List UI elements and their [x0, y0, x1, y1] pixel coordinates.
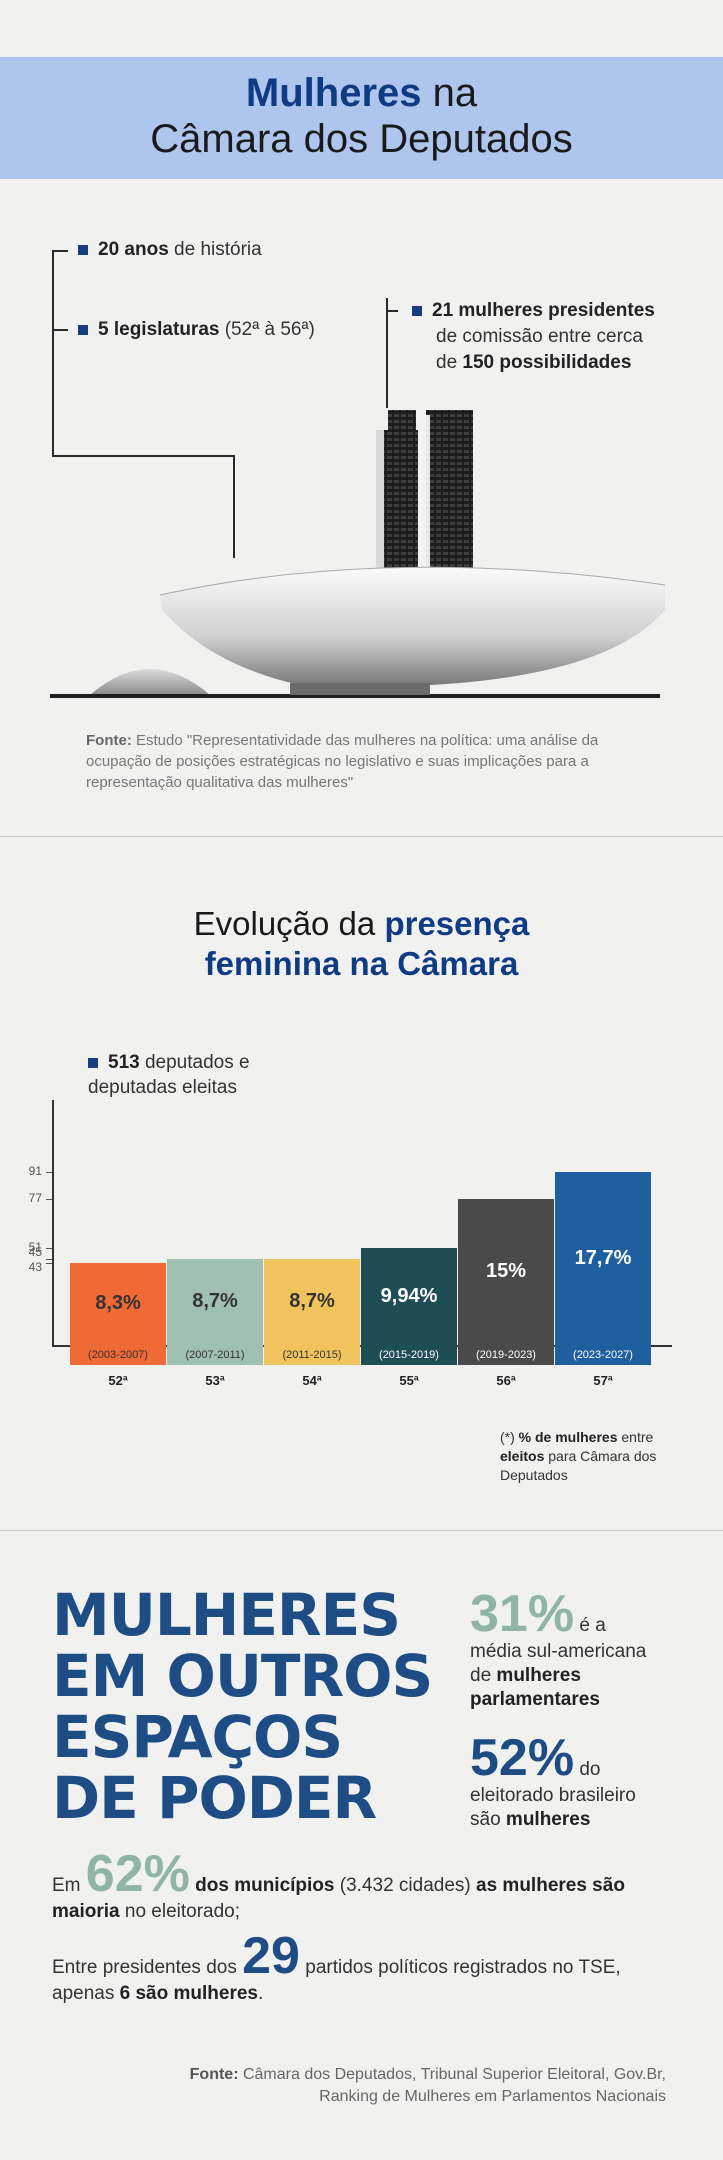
- bar-period-label: (2023-2027): [573, 1349, 633, 1361]
- bracket-line-vertical: [52, 250, 54, 457]
- bar-period-label: (2019-2023): [476, 1348, 536, 1361]
- bar-period-label: (2011-2015): [282, 1348, 342, 1361]
- bracket-line-down: [233, 455, 235, 558]
- stat-parties: Entre presidentes dos 29 partidos políti…: [52, 1927, 621, 2004]
- history-item-legislatures: 5 legislaturas (52ª à 56ª): [78, 317, 378, 343]
- bar: 8,7% (2011-2015): [264, 1259, 360, 1365]
- y-tick-label: 45: [28, 1245, 42, 1260]
- bar-data-label: 8,7%: [289, 1290, 335, 1313]
- bullet-icon: [78, 324, 88, 335]
- y-tick-mark: [46, 1198, 52, 1200]
- bar-period-label: (2003-2007): [88, 1348, 148, 1361]
- bar: 8,3% (2003-2007): [70, 1263, 166, 1365]
- x-category-label: 54ª: [302, 1373, 322, 1388]
- section-divider: [0, 1530, 723, 1531]
- x-category-label: 53ª: [205, 1373, 225, 1388]
- chart-title: Evolução da presença feminina na Câmara: [193, 905, 530, 982]
- ground-line: [50, 694, 660, 698]
- x-category-label: 52ª: [108, 1373, 128, 1388]
- y-tick-label: 77: [28, 1190, 42, 1205]
- y-tick-mark: [46, 1259, 52, 1261]
- y-tick-mark: [46, 1172, 52, 1173]
- y-tick-label: 43: [28, 1260, 42, 1275]
- bar-data-label: 9,94%: [380, 1284, 438, 1307]
- bar: 17,7% (2023-2027): [555, 1172, 651, 1365]
- bracket-line-mid: [52, 329, 68, 331]
- section-divider: [0, 836, 723, 837]
- bullet-icon: [412, 305, 422, 316]
- tower-connector: [416, 410, 426, 580]
- y-tick-mark: [46, 1248, 52, 1250]
- bar-data-label: 15%: [485, 1259, 527, 1282]
- bullet-icon: [88, 1057, 98, 1068]
- deputies-count-note: 513 deputados e deputadas eleitas: [88, 1052, 250, 1098]
- pointer-line-vertical: [386, 298, 388, 408]
- bar: 8,7% (2007-2011): [167, 1259, 263, 1365]
- y-tick-mark: [46, 1263, 52, 1265]
- bar: 9,94% (2015-2019): [361, 1248, 457, 1365]
- source-note-institutions: Fonte: Câmara dos Deputados, Tribunal Su…: [189, 2066, 666, 2105]
- bar-period-label: (2007-2011): [185, 1348, 245, 1361]
- dome-structure: [90, 669, 210, 695]
- source-note-study: Fonte: Estudo "Representatividade das mu…: [86, 732, 599, 791]
- bar-period-label: (2015-2019): [379, 1348, 439, 1361]
- x-category-label: 57ª: [593, 1373, 613, 1388]
- x-category-label: 56ª: [496, 1373, 516, 1388]
- bar-data-label: 17,7%: [574, 1246, 632, 1269]
- bar-data-label: 8,7%: [192, 1290, 238, 1313]
- chart-footnote: (*) % de mulheres entre eleitos para Câm…: [500, 1429, 657, 1483]
- section3-title: MULHERES EM OUTROS ESPAÇOS DE PODER: [52, 1581, 433, 1832]
- bar-chart: 91 77 51 45 43 8,3% (2003-2007) 52ª 8,7% (2007-20…: [28, 1100, 672, 1388]
- bullet-icon: [78, 244, 88, 255]
- history-item-years: 20 anos de história: [78, 237, 378, 263]
- pointer-line-horizontal: [386, 310, 398, 312]
- y-axis: [52, 1100, 54, 1345]
- stat-electorate: 52% do eleitorado brasileiro são mulhere…: [470, 1729, 636, 1830]
- history-item-presidents: 21 mulheres presidentes de comissão entr…: [412, 298, 702, 376]
- y-tick-label: 91: [28, 1164, 42, 1178]
- x-category-label: 55ª: [399, 1373, 419, 1388]
- stat-municipalities: Em 62% dos municípios (3.432 cidades) as…: [52, 1845, 625, 1922]
- bar-data-label: 8,3%: [95, 1292, 141, 1315]
- congress-building-illustration: [50, 410, 666, 698]
- page-title: Mulheres na Câmara dos Deputados: [150, 71, 573, 161]
- header-banner: [0, 57, 723, 179]
- y-tick-label: 51: [28, 1240, 42, 1255]
- bracket-line-bottom: [52, 455, 235, 457]
- bar: 15% (2019-2023): [458, 1198, 554, 1365]
- bracket-line-top: [52, 250, 68, 252]
- stat-south-america: 31% é a média sul-americana de mulheres …: [470, 1585, 647, 1710]
- bowl-structure: [160, 567, 665, 685]
